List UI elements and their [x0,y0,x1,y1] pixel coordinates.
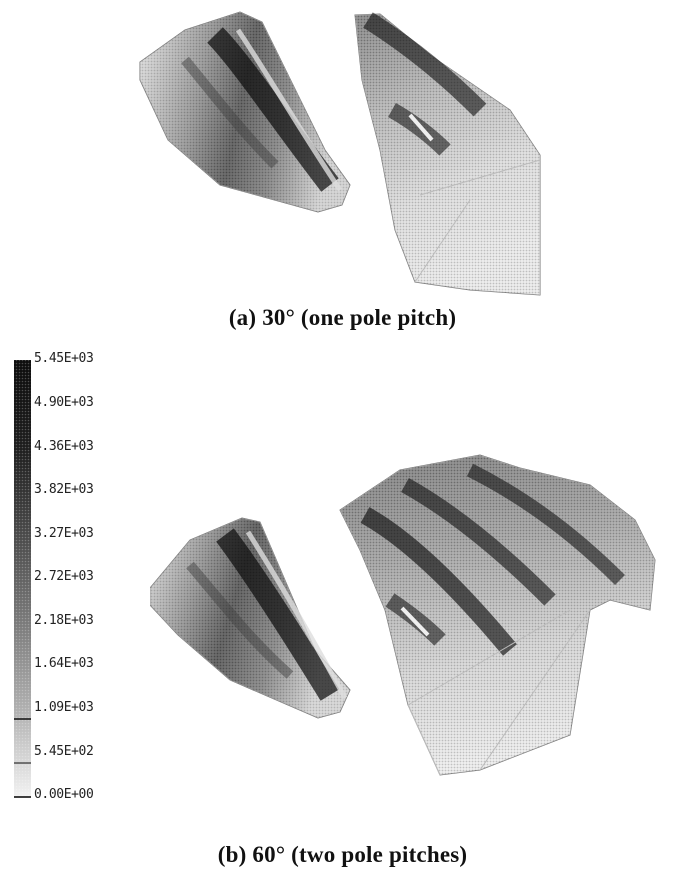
panel-a-left-piece [139,11,351,213]
legend-value-10: 5.45E+02 [34,744,94,759]
legend-value-8: 1.64E+03 [34,656,94,671]
panel-b-left-piece [150,517,351,719]
caption-a-label: (a) [228,305,257,330]
caption-b-text: 60° (two pole pitches) [252,842,468,867]
legend-value-6: 2.72E+03 [34,569,94,584]
legend-value-4: 3.82E+03 [34,482,94,497]
caption-b-label: (b) [217,842,247,867]
panel-a-contour-plot [139,11,541,296]
caption-a-text: 30° (one pole pitch) [262,305,457,330]
legend-value-7: 2.18E+03 [34,613,94,628]
caption-b: (b) 60° (two pole pitches) [0,842,685,868]
legend-value-2: 4.90E+03 [34,395,94,410]
color-scale-legend: 5.45E+03 4.90E+03 4.36E+03 3.82E+03 3.27… [0,350,200,820]
legend-value-3: 4.36E+03 [34,439,94,454]
color-scale-bar [14,360,31,798]
caption-a: (a) 30° (one pole pitch) [0,305,685,331]
legend-value-9: 1.09E+03 [34,700,94,715]
legend-value-11: 0.00E+00 [34,787,94,802]
panel-a-right-piece [354,12,541,296]
legend-value-1: 5.45E+03 [34,351,94,366]
panel-b-contour-plot [150,454,656,776]
legend-value-5: 3.27E+03 [34,526,94,541]
panel-b-right-piece [339,454,656,776]
